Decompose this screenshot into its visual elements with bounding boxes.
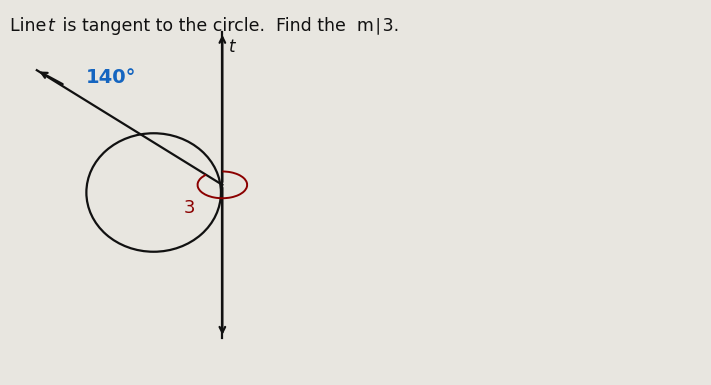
Text: 140°: 140° (86, 68, 137, 87)
Text: Line: Line (10, 17, 52, 35)
Text: 3: 3 (183, 199, 195, 217)
Text: is tangent to the circle.  Find the  m∣3.: is tangent to the circle. Find the m∣3. (58, 17, 400, 35)
Text: t: t (48, 17, 54, 35)
Text: t: t (230, 38, 236, 56)
